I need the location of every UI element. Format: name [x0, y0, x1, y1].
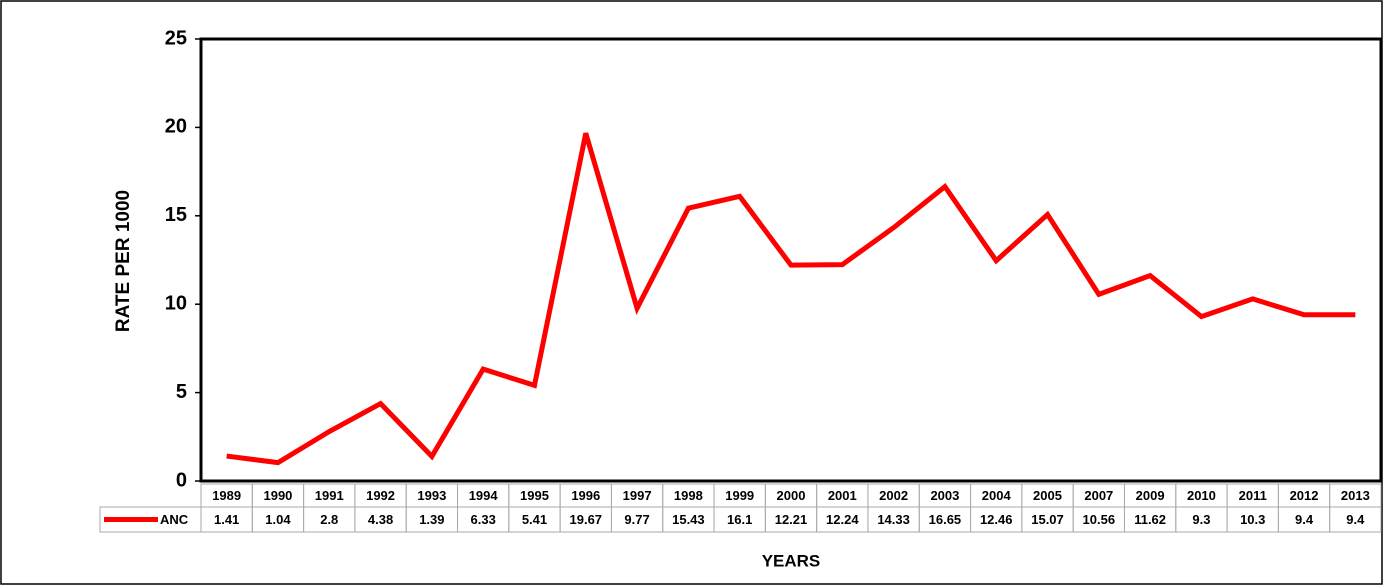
- table-value: 19.67: [570, 512, 603, 527]
- x-tick-label: 2010: [1187, 488, 1216, 503]
- table-value: 14.33: [877, 512, 910, 527]
- x-tick-label: 1991: [315, 488, 344, 503]
- y-tick-label: 0: [176, 469, 187, 491]
- x-tick-label: 2002: [879, 488, 908, 503]
- x-tick-label: 2000: [777, 488, 806, 503]
- x-tick-label: 1994: [469, 488, 499, 503]
- x-tick-label: 1993: [417, 488, 446, 503]
- table-value: 9.3: [1192, 512, 1210, 527]
- x-tick-label: 1990: [263, 488, 292, 503]
- table-value: 16.65: [929, 512, 962, 527]
- y-axis-label: RATE PER 1000: [113, 190, 134, 332]
- table-value: 10.56: [1083, 512, 1116, 527]
- x-tick-label: 1999: [725, 488, 754, 503]
- y-tick-label: 20: [165, 116, 187, 138]
- x-tick-label: 1992: [366, 488, 395, 503]
- y-tick-label: 10: [165, 292, 187, 314]
- x-tick-label: 2007: [1084, 488, 1113, 503]
- table-value: 1.04: [265, 512, 291, 527]
- table-value: 6.33: [471, 512, 496, 527]
- legend-label: ANC: [160, 512, 189, 527]
- x-tick-label: 2004: [982, 488, 1012, 503]
- table-value: 5.41: [522, 512, 547, 527]
- x-tick-label: 1998: [674, 488, 703, 503]
- x-axis-label: YEARS: [762, 551, 821, 570]
- table-value: 1.41: [214, 512, 239, 527]
- table-value: 9.77: [624, 512, 649, 527]
- x-tick-label: 2005: [1033, 488, 1062, 503]
- table-cell: [1329, 506, 1382, 533]
- table-value: 11.62: [1134, 512, 1166, 527]
- table-value: 9.4: [1346, 512, 1365, 527]
- x-tick-label: 2001: [828, 488, 857, 503]
- x-tick-label: 2003: [930, 488, 959, 503]
- table-value: 10.3: [1240, 512, 1265, 527]
- table-value: 12.21: [775, 512, 808, 527]
- y-tick-label: 15: [165, 204, 187, 226]
- x-tick-label: 1989: [212, 488, 241, 503]
- table-value: 4.38: [368, 512, 393, 527]
- data-line: [226, 132, 1356, 466]
- x-tick-label: 1996: [571, 488, 600, 503]
- plot-border: [199, 37, 1383, 483]
- table-value: 9.4: [1295, 512, 1314, 527]
- x-tick-label: 1997: [623, 488, 652, 503]
- table-value: 12.46: [980, 512, 1013, 527]
- x-tick-label: 1995: [520, 488, 549, 503]
- x-tick-label: 2012: [1290, 488, 1319, 503]
- table-value: 16.1: [727, 512, 752, 527]
- table-value: 12.24: [826, 512, 859, 527]
- y-tick-label: 25: [165, 27, 187, 49]
- x-tick-label: 2011: [1239, 488, 1267, 503]
- table-value: 15.07: [1031, 512, 1064, 527]
- table-value: 1.39: [419, 512, 444, 527]
- y-tick-label: 5: [176, 381, 187, 403]
- x-tick-label: 2013: [1341, 488, 1370, 503]
- table-value: 2.8: [320, 512, 338, 527]
- x-tick-label: 2009: [1136, 488, 1165, 503]
- table-value: 15.43: [672, 512, 705, 527]
